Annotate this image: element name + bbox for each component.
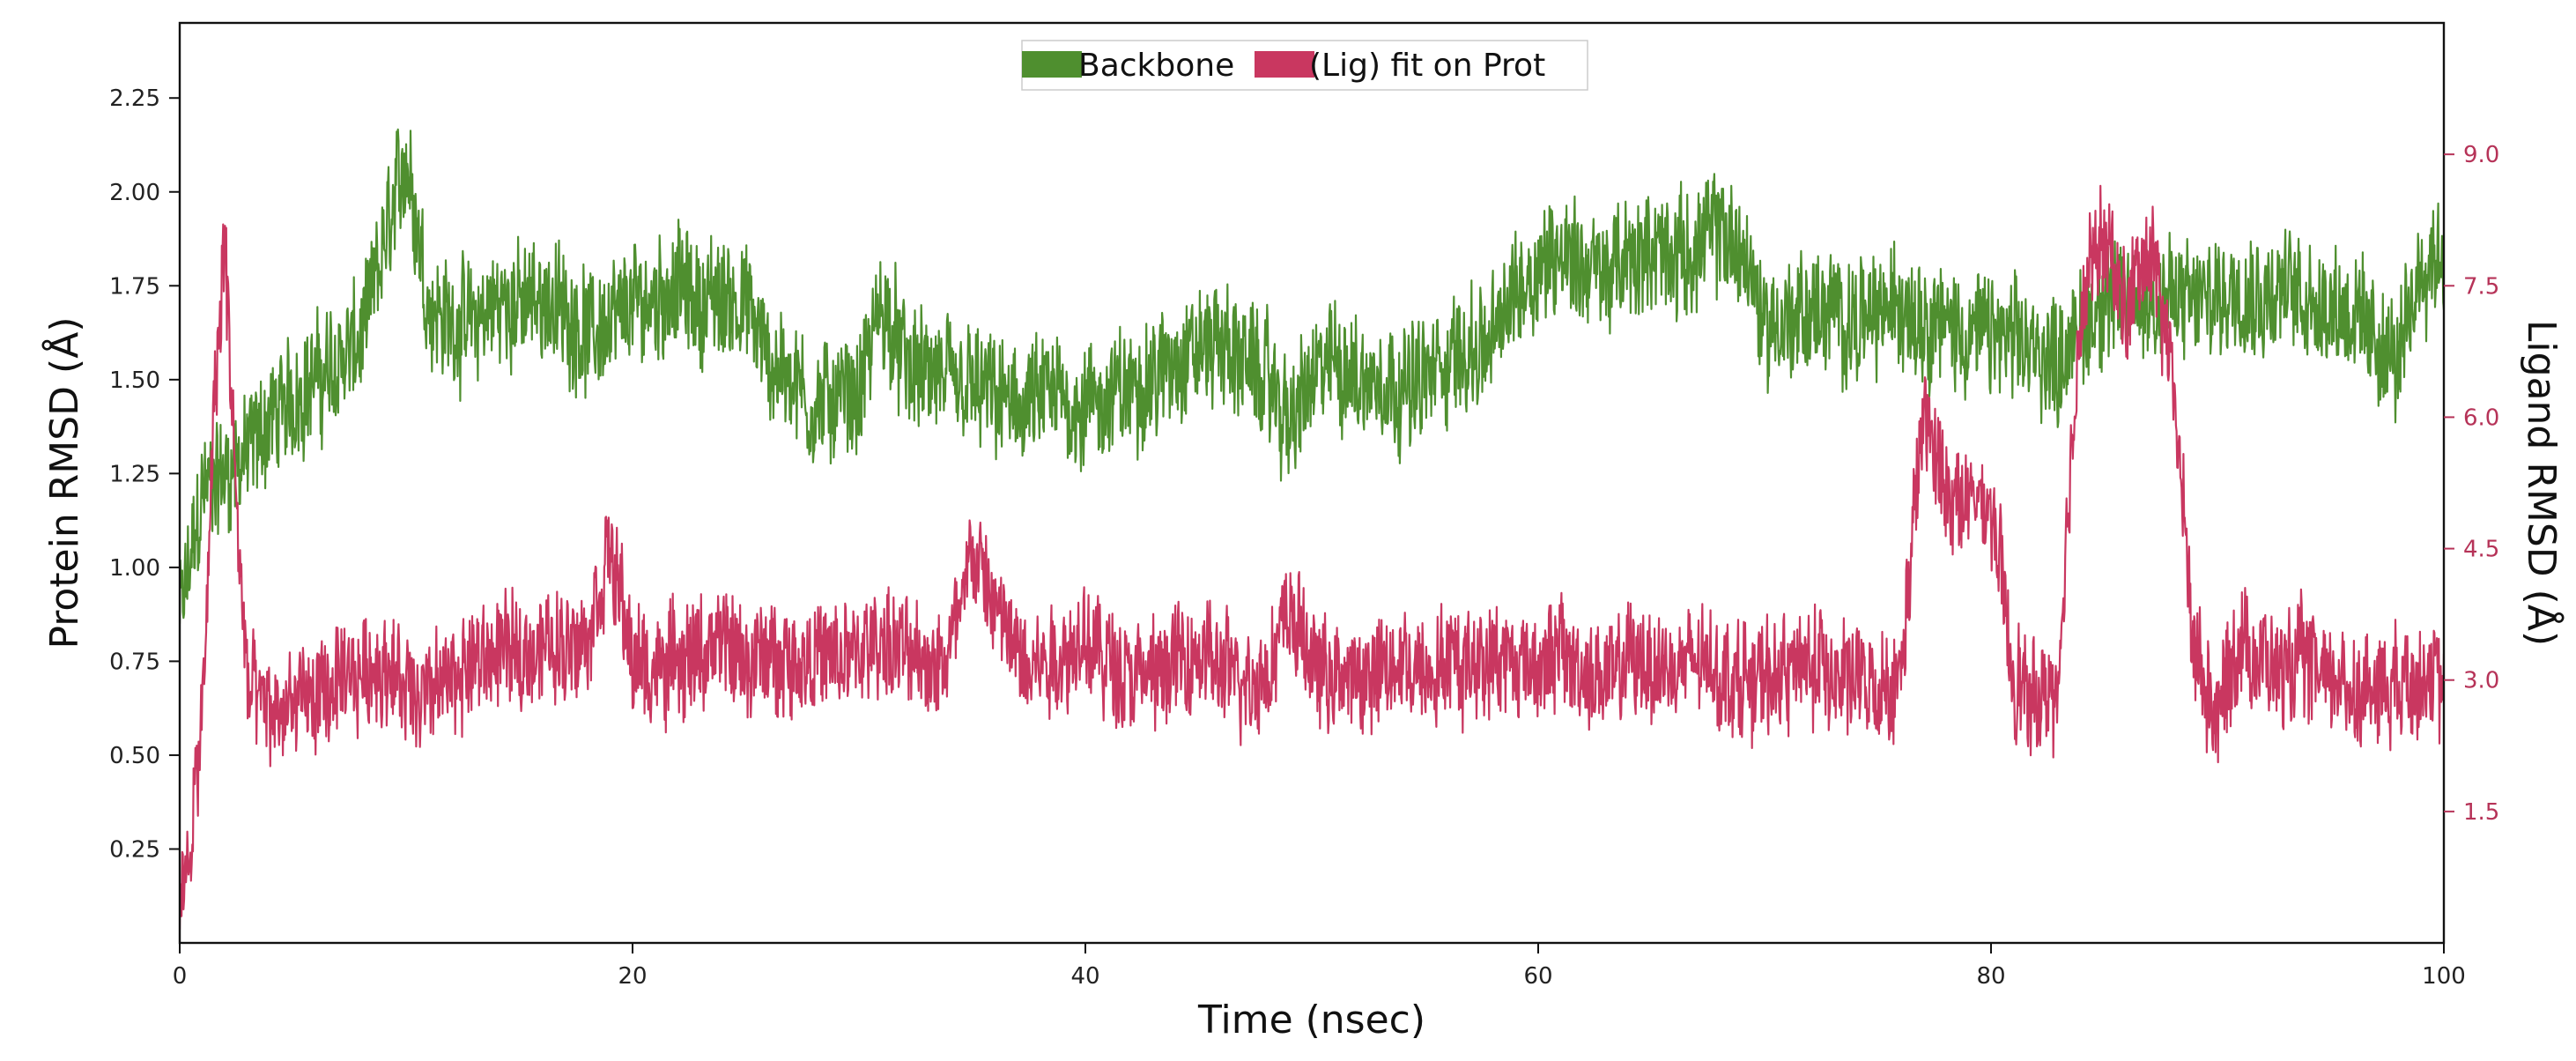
plot-frame [178,21,2446,945]
y-axis-right-label: Ligand RMSD (Å) [2519,320,2565,646]
x-axis: 0 20 40 60 80 100 [173,943,2466,990]
x-tick-label: 60 [1523,963,1552,990]
plot-data-area [180,128,2444,931]
series-line-backbone [180,128,2444,624]
x-tick-label: 0 [173,963,188,990]
y-axis-left-label: Protein RMSD (Å) [41,317,87,649]
y-left-tick-label: 1.75 [109,273,160,300]
legend-label-backbone: Backbone [1078,48,1234,84]
x-tick-label: 20 [618,963,647,990]
series-line-ligand [180,184,2444,931]
y-right-tick-label: 6.0 [2463,404,2499,431]
y-left-tick-label: 0.75 [109,649,160,675]
y-left-tick-label: 2.25 [109,85,160,112]
x-tick-label: 80 [1976,963,2005,990]
x-tick-label: 40 [1070,963,1099,990]
y-axis-left: 0.25 0.50 0.75 1.00 1.25 1.50 1.75 2.00 2.25 [109,85,180,863]
legend-label-ligand: (Lig) fit on Prot [1309,48,1545,84]
legend-swatch-ligand [1255,51,1314,78]
y-left-tick-label: 1.00 [109,555,160,582]
legend: Backbone (Lig) fit on Prot [1021,40,1588,91]
y-axis-right: 1.5 3.0 4.5 6.0 7.5 9.0 [2444,142,2499,826]
y-left-tick-label: 1.25 [109,461,160,487]
y-left-tick-label: 0.25 [109,836,160,863]
x-tick-label: 100 [2422,963,2466,990]
y-right-tick-label: 1.5 [2463,799,2499,826]
y-right-tick-label: 7.5 [2463,273,2499,300]
y-right-tick-label: 3.0 [2463,668,2499,694]
y-left-tick-label: 1.50 [109,367,160,394]
y-left-tick-label: 0.50 [109,743,160,769]
y-left-tick-label: 2.00 [109,180,160,206]
y-right-tick-label: 9.0 [2463,142,2499,168]
x-axis-label: Time (nsec) [1197,998,1425,1042]
y-right-tick-label: 4.5 [2463,537,2499,563]
legend-swatch-backbone [1022,51,1082,78]
